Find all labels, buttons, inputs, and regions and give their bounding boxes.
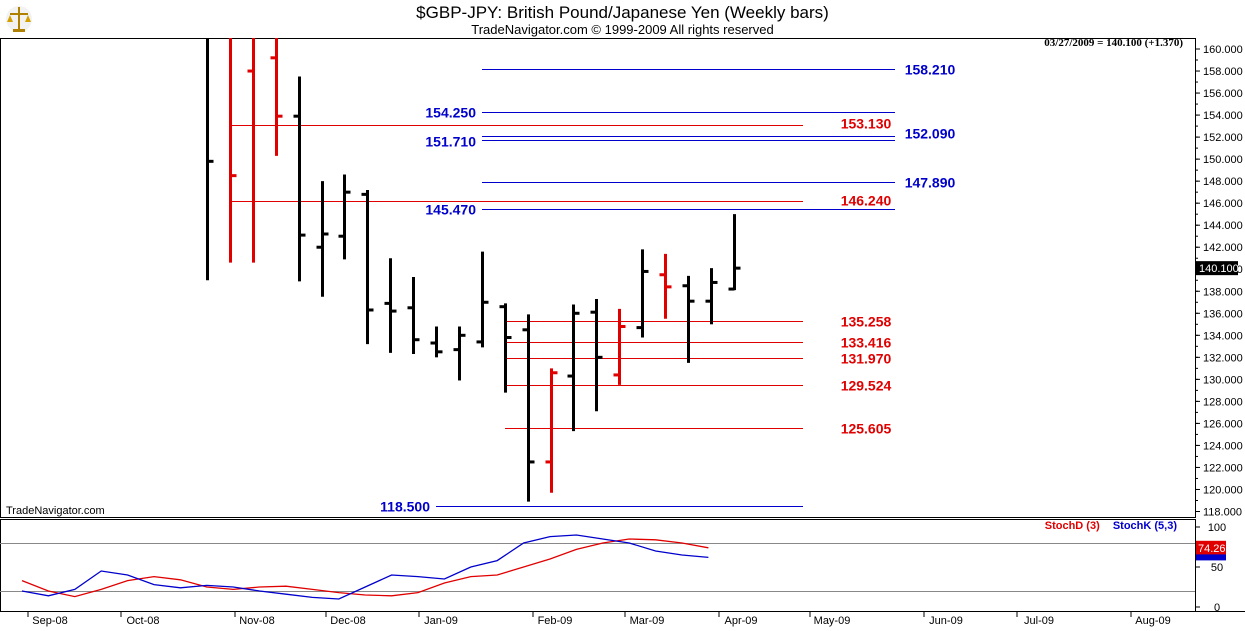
x-tick-label: Jul-09 — [1024, 615, 1054, 627]
y-tick-label: 134.000 — [1203, 330, 1243, 342]
stochk-legend: StochK (5,3) — [1112, 520, 1177, 532]
chart-title: $GBP-JPY: British Pound/Japanese Yen (We… — [416, 3, 829, 22]
level-label: 129.524 — [841, 378, 892, 394]
level-label: 135.258 — [841, 314, 892, 330]
level-label: 152.090 — [905, 126, 956, 142]
y-tick-label: 118.000 — [1203, 506, 1242, 518]
stochd-value-label: 74.26 — [1198, 543, 1226, 555]
y-tick-label: 152.000 — [1203, 132, 1243, 144]
y-tick-label: 128.000 — [1203, 396, 1243, 408]
y-tick-label: 126.000 — [1203, 418, 1243, 430]
stoch-series-line — [21, 534, 709, 600]
x-tick-label: Feb-09 — [538, 615, 573, 627]
price-panel-frame — [0, 38, 1196, 518]
level-label: 153.130 — [841, 116, 892, 132]
level-label: 145.470 — [425, 202, 476, 218]
stochd-value-tag — [1196, 540, 1226, 555]
last-quote: 03/27/2009 = 140.100 (+1.370) — [1044, 37, 1183, 49]
chart-subtitle: TradeNavigator.com © 1999-2009 All right… — [471, 22, 774, 37]
level-label: 154.250 — [425, 105, 476, 121]
y-tick-label: 144.000 — [1203, 220, 1243, 232]
x-tick-label: Sep-08 — [32, 615, 67, 627]
stoch-y-tick-label: 100 — [1208, 522, 1226, 534]
x-tick-label: Dec-08 — [330, 615, 365, 627]
y-tick-label: 160.000 — [1203, 44, 1243, 56]
y-tick-label: 156.000 — [1203, 88, 1243, 100]
x-tick-label: Apr-09 — [724, 615, 757, 627]
y-tick-label: 142.000 — [1203, 242, 1243, 254]
stochd-legend: StochD (3) — [1044, 520, 1100, 532]
y-tick-label: 124.000 — [1203, 440, 1243, 452]
y-tick-label: 122.000 — [1203, 462, 1243, 474]
x-tick-label: Nov-08 — [239, 615, 274, 627]
last-price-tag — [1196, 261, 1238, 276]
trade-navigator-logo-icon — [6, 6, 32, 32]
level-label: 147.890 — [905, 175, 956, 191]
stochk-value-tag — [1196, 554, 1226, 561]
y-tick-label: 132.000 — [1203, 352, 1243, 364]
x-tick-label: Oct-08 — [126, 615, 159, 627]
y-tick-label: 120.000 — [1203, 484, 1243, 496]
stoch-series-line — [21, 538, 709, 598]
x-tick-label: Mar-09 — [630, 615, 665, 627]
x-tick-label: Jan-09 — [424, 615, 458, 627]
y-tick-label: 146.000 — [1203, 198, 1243, 210]
y-tick-label: 138.000 — [1203, 286, 1243, 298]
last-price-label: 140.100 — [1199, 263, 1239, 275]
y-tick-label: 158.000 — [1203, 66, 1243, 78]
stoch-panel-frame — [0, 519, 1196, 612]
x-tick-label: Jun-09 — [929, 615, 963, 627]
level-label: 125.605 — [841, 421, 892, 437]
indicator-legend: StochD (3) StochK (5,3) — [1045, 520, 1177, 532]
stoch-y-tick-label: 0 — [1214, 602, 1220, 614]
y-tick-label: 130.000 — [1203, 374, 1243, 386]
y-tick-label: 148.000 — [1203, 176, 1243, 188]
level-label: 158.210 — [905, 62, 956, 78]
level-label: 151.710 — [425, 134, 476, 150]
watermark: TradeNavigator.com — [6, 505, 105, 517]
stoch-y-tick-label: 50 — [1211, 562, 1223, 574]
level-label: 131.970 — [841, 351, 892, 367]
x-tick-label: May-09 — [814, 615, 851, 627]
y-tick-label: 150.000 — [1203, 154, 1243, 166]
y-tick-label: 154.000 — [1203, 110, 1243, 122]
level-label: 146.240 — [841, 193, 892, 209]
x-tick-label: Aug-09 — [1135, 615, 1170, 627]
level-label: 118.500 — [380, 499, 430, 515]
level-label: 133.416 — [841, 335, 892, 351]
y-tick-label: 136.000 — [1203, 308, 1243, 320]
